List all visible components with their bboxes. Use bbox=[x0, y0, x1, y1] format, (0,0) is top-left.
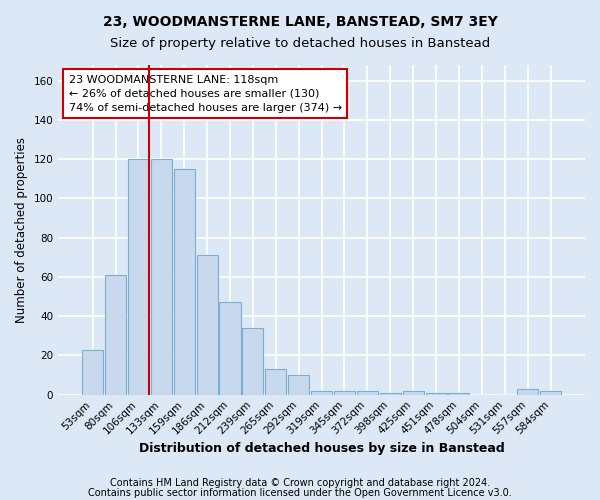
Bar bbox=[425, 393, 446, 394]
Bar bbox=[448, 393, 469, 394]
Bar bbox=[288, 375, 309, 394]
Bar bbox=[311, 391, 332, 394]
X-axis label: Distribution of detached houses by size in Banstead: Distribution of detached houses by size … bbox=[139, 442, 505, 455]
Bar bbox=[403, 391, 424, 394]
Y-axis label: Number of detached properties: Number of detached properties bbox=[15, 137, 28, 323]
Bar bbox=[242, 328, 263, 394]
Bar bbox=[220, 302, 241, 394]
Text: Size of property relative to detached houses in Banstead: Size of property relative to detached ho… bbox=[110, 38, 490, 51]
Text: Contains HM Land Registry data © Crown copyright and database right 2024.: Contains HM Land Registry data © Crown c… bbox=[110, 478, 490, 488]
Bar bbox=[357, 391, 378, 394]
Bar bbox=[128, 159, 149, 394]
Bar bbox=[173, 169, 195, 394]
Bar bbox=[82, 350, 103, 395]
Bar bbox=[334, 391, 355, 394]
Bar bbox=[197, 256, 218, 394]
Text: 23, WOODMANSTERNE LANE, BANSTEAD, SM7 3EY: 23, WOODMANSTERNE LANE, BANSTEAD, SM7 3E… bbox=[103, 15, 497, 29]
Bar bbox=[540, 391, 561, 394]
Bar bbox=[517, 389, 538, 394]
Bar bbox=[151, 159, 172, 394]
Text: 23 WOODMANSTERNE LANE: 118sqm
← 26% of detached houses are smaller (130)
74% of : 23 WOODMANSTERNE LANE: 118sqm ← 26% of d… bbox=[69, 75, 342, 113]
Bar bbox=[380, 393, 401, 394]
Bar bbox=[265, 369, 286, 394]
Bar bbox=[105, 275, 126, 394]
Text: Contains public sector information licensed under the Open Government Licence v3: Contains public sector information licen… bbox=[88, 488, 512, 498]
